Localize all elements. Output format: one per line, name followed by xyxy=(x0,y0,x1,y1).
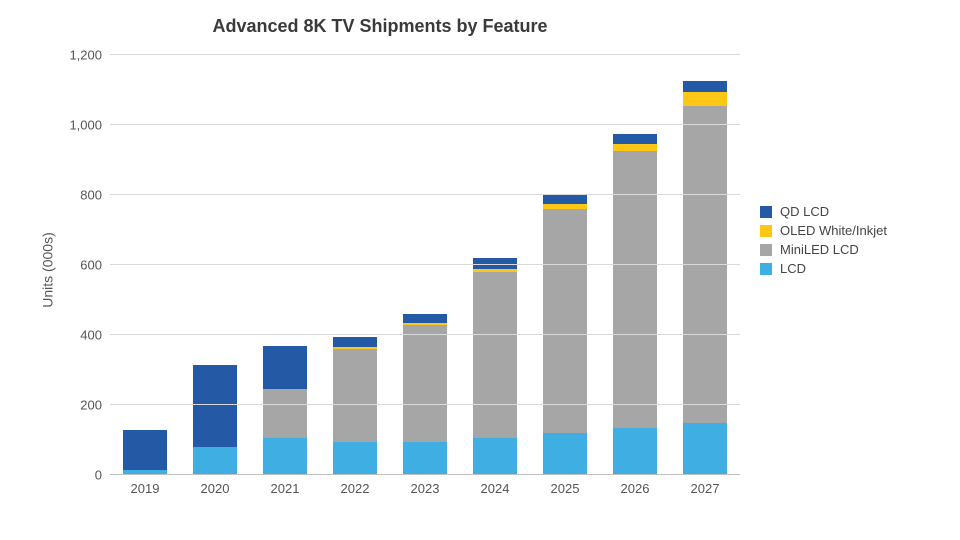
bar-segment xyxy=(403,325,446,442)
bar-segment xyxy=(333,347,376,349)
y-tick-label: 400 xyxy=(80,328,102,343)
x-tick-label: 2026 xyxy=(621,481,650,496)
x-tick-label: 2027 xyxy=(691,481,720,496)
legend-label: OLED White/Inkjet xyxy=(780,223,887,238)
x-tick-label: 2025 xyxy=(551,481,580,496)
y-tick-label: 1,200 xyxy=(69,48,102,63)
y-tick-label: 800 xyxy=(80,188,102,203)
legend-swatch xyxy=(760,206,772,218)
bar-segment xyxy=(683,81,726,92)
x-tick-label: 2021 xyxy=(271,481,300,496)
legend-label: LCD xyxy=(780,261,806,276)
y-tick-label: 1,000 xyxy=(69,118,102,133)
bar-segment xyxy=(613,144,656,151)
y-tick-label: 600 xyxy=(80,258,102,273)
bar-segment xyxy=(543,195,586,204)
bar-segment xyxy=(263,346,306,390)
bar-segment xyxy=(333,442,376,475)
gridline xyxy=(110,54,740,55)
x-tick-label: 2022 xyxy=(341,481,370,496)
gridline xyxy=(110,264,740,265)
legend-item: LCD xyxy=(760,261,887,276)
legend-item: OLED White/Inkjet xyxy=(760,223,887,238)
bar-segment xyxy=(193,365,236,447)
bar-segment xyxy=(263,389,306,438)
bar-segment xyxy=(403,442,446,475)
bar-segment xyxy=(613,151,656,428)
y-tick-label: 200 xyxy=(80,398,102,413)
chart-container: Advanced 8K TV Shipments by Feature Unit… xyxy=(0,0,960,540)
bar-segment xyxy=(403,314,446,323)
bar-segment xyxy=(543,204,586,209)
gridline xyxy=(110,334,740,335)
legend-item: MiniLED LCD xyxy=(760,242,887,257)
y-tick-label: 0 xyxy=(95,468,102,483)
x-tick-label: 2023 xyxy=(411,481,440,496)
bar-segment xyxy=(263,438,306,475)
bar-segment xyxy=(613,428,656,475)
bar-segment xyxy=(473,438,516,475)
x-tick-label: 2020 xyxy=(201,481,230,496)
x-axis-line xyxy=(110,474,740,475)
bar-layer xyxy=(110,55,740,475)
y-axis-label: Units (000s) xyxy=(40,232,56,307)
bar-segment xyxy=(683,423,726,476)
legend: QD LCD OLED White/Inkjet MiniLED LCD LCD xyxy=(760,200,887,280)
bar-segment xyxy=(403,323,446,325)
bar-segment xyxy=(543,433,586,475)
bar-segment xyxy=(123,430,166,470)
bar-segment xyxy=(473,272,516,438)
bar-segment xyxy=(333,349,376,442)
gridline xyxy=(110,404,740,405)
legend-label: QD LCD xyxy=(780,204,829,219)
bar-segment xyxy=(683,92,726,106)
plot-area: 02004006008001,0001,20020192020202120222… xyxy=(110,55,740,475)
chart-title: Advanced 8K TV Shipments by Feature xyxy=(0,16,760,37)
bar-segment xyxy=(543,209,586,433)
legend-label: MiniLED LCD xyxy=(780,242,859,257)
bar-segment xyxy=(333,337,376,348)
legend-swatch xyxy=(760,225,772,237)
legend-item: QD LCD xyxy=(760,204,887,219)
gridline xyxy=(110,124,740,125)
x-tick-label: 2024 xyxy=(481,481,510,496)
legend-swatch xyxy=(760,263,772,275)
gridline xyxy=(110,194,740,195)
bar-segment xyxy=(613,134,656,145)
x-tick-label: 2019 xyxy=(131,481,160,496)
legend-swatch xyxy=(760,244,772,256)
bar-segment xyxy=(473,269,516,273)
bar-segment xyxy=(193,447,236,475)
